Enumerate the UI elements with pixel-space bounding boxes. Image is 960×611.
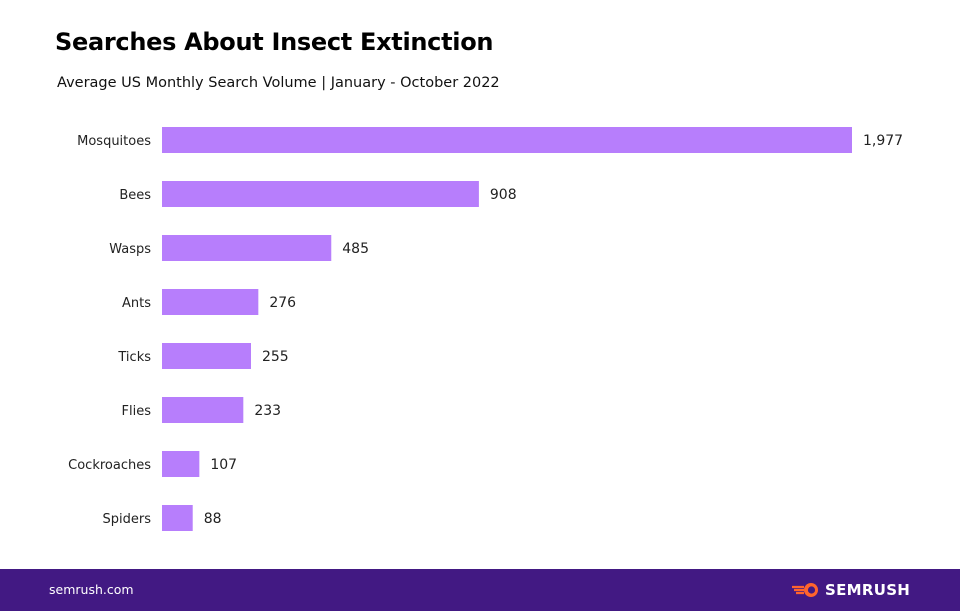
bar-flies bbox=[162, 397, 244, 423]
value-label: 255 bbox=[262, 349, 289, 365]
category-label: Wasps bbox=[109, 242, 151, 257]
footer: semrush.com SEMRUSH bbox=[0, 569, 960, 611]
value-label: 1,977 bbox=[863, 133, 903, 149]
value-label: 88 bbox=[204, 511, 222, 527]
value-label: 908 bbox=[490, 187, 517, 203]
category-label: Ticks bbox=[117, 350, 151, 365]
category-label: Spiders bbox=[103, 512, 152, 527]
bar-cockroaches bbox=[162, 451, 200, 477]
bar-mosquitoes bbox=[162, 127, 852, 153]
category-label: Cockroaches bbox=[68, 458, 151, 473]
bar-chart: Mosquitoes 1,977 Bees 908 Wasps 485 Ants 276 Tic… bbox=[68, 127, 903, 531]
bar-bees bbox=[162, 181, 479, 207]
bar-spiders bbox=[162, 505, 193, 531]
value-label: 485 bbox=[342, 241, 369, 257]
value-label: 233 bbox=[254, 403, 281, 419]
site-link[interactable]: semrush.com bbox=[49, 582, 134, 597]
bar-ticks bbox=[162, 343, 251, 369]
value-label: 276 bbox=[269, 295, 296, 311]
bar-wasps bbox=[162, 235, 332, 261]
chart-subtitle: Average US Monthly Search Volume | Janua… bbox=[57, 75, 500, 91]
value-label: 107 bbox=[210, 457, 237, 473]
semrush-logo: SEMRUSH bbox=[792, 581, 910, 599]
chart-title: Searches About Insect Extinction bbox=[55, 28, 494, 56]
category-label: Bees bbox=[119, 188, 151, 203]
semrush-fireball-icon bbox=[792, 583, 818, 597]
brand-name: SEMRUSH bbox=[825, 581, 911, 599]
category-label: Flies bbox=[122, 404, 152, 419]
bar-ants bbox=[162, 289, 259, 315]
category-label: Mosquitoes bbox=[77, 134, 151, 149]
category-label: Ants bbox=[122, 296, 151, 311]
